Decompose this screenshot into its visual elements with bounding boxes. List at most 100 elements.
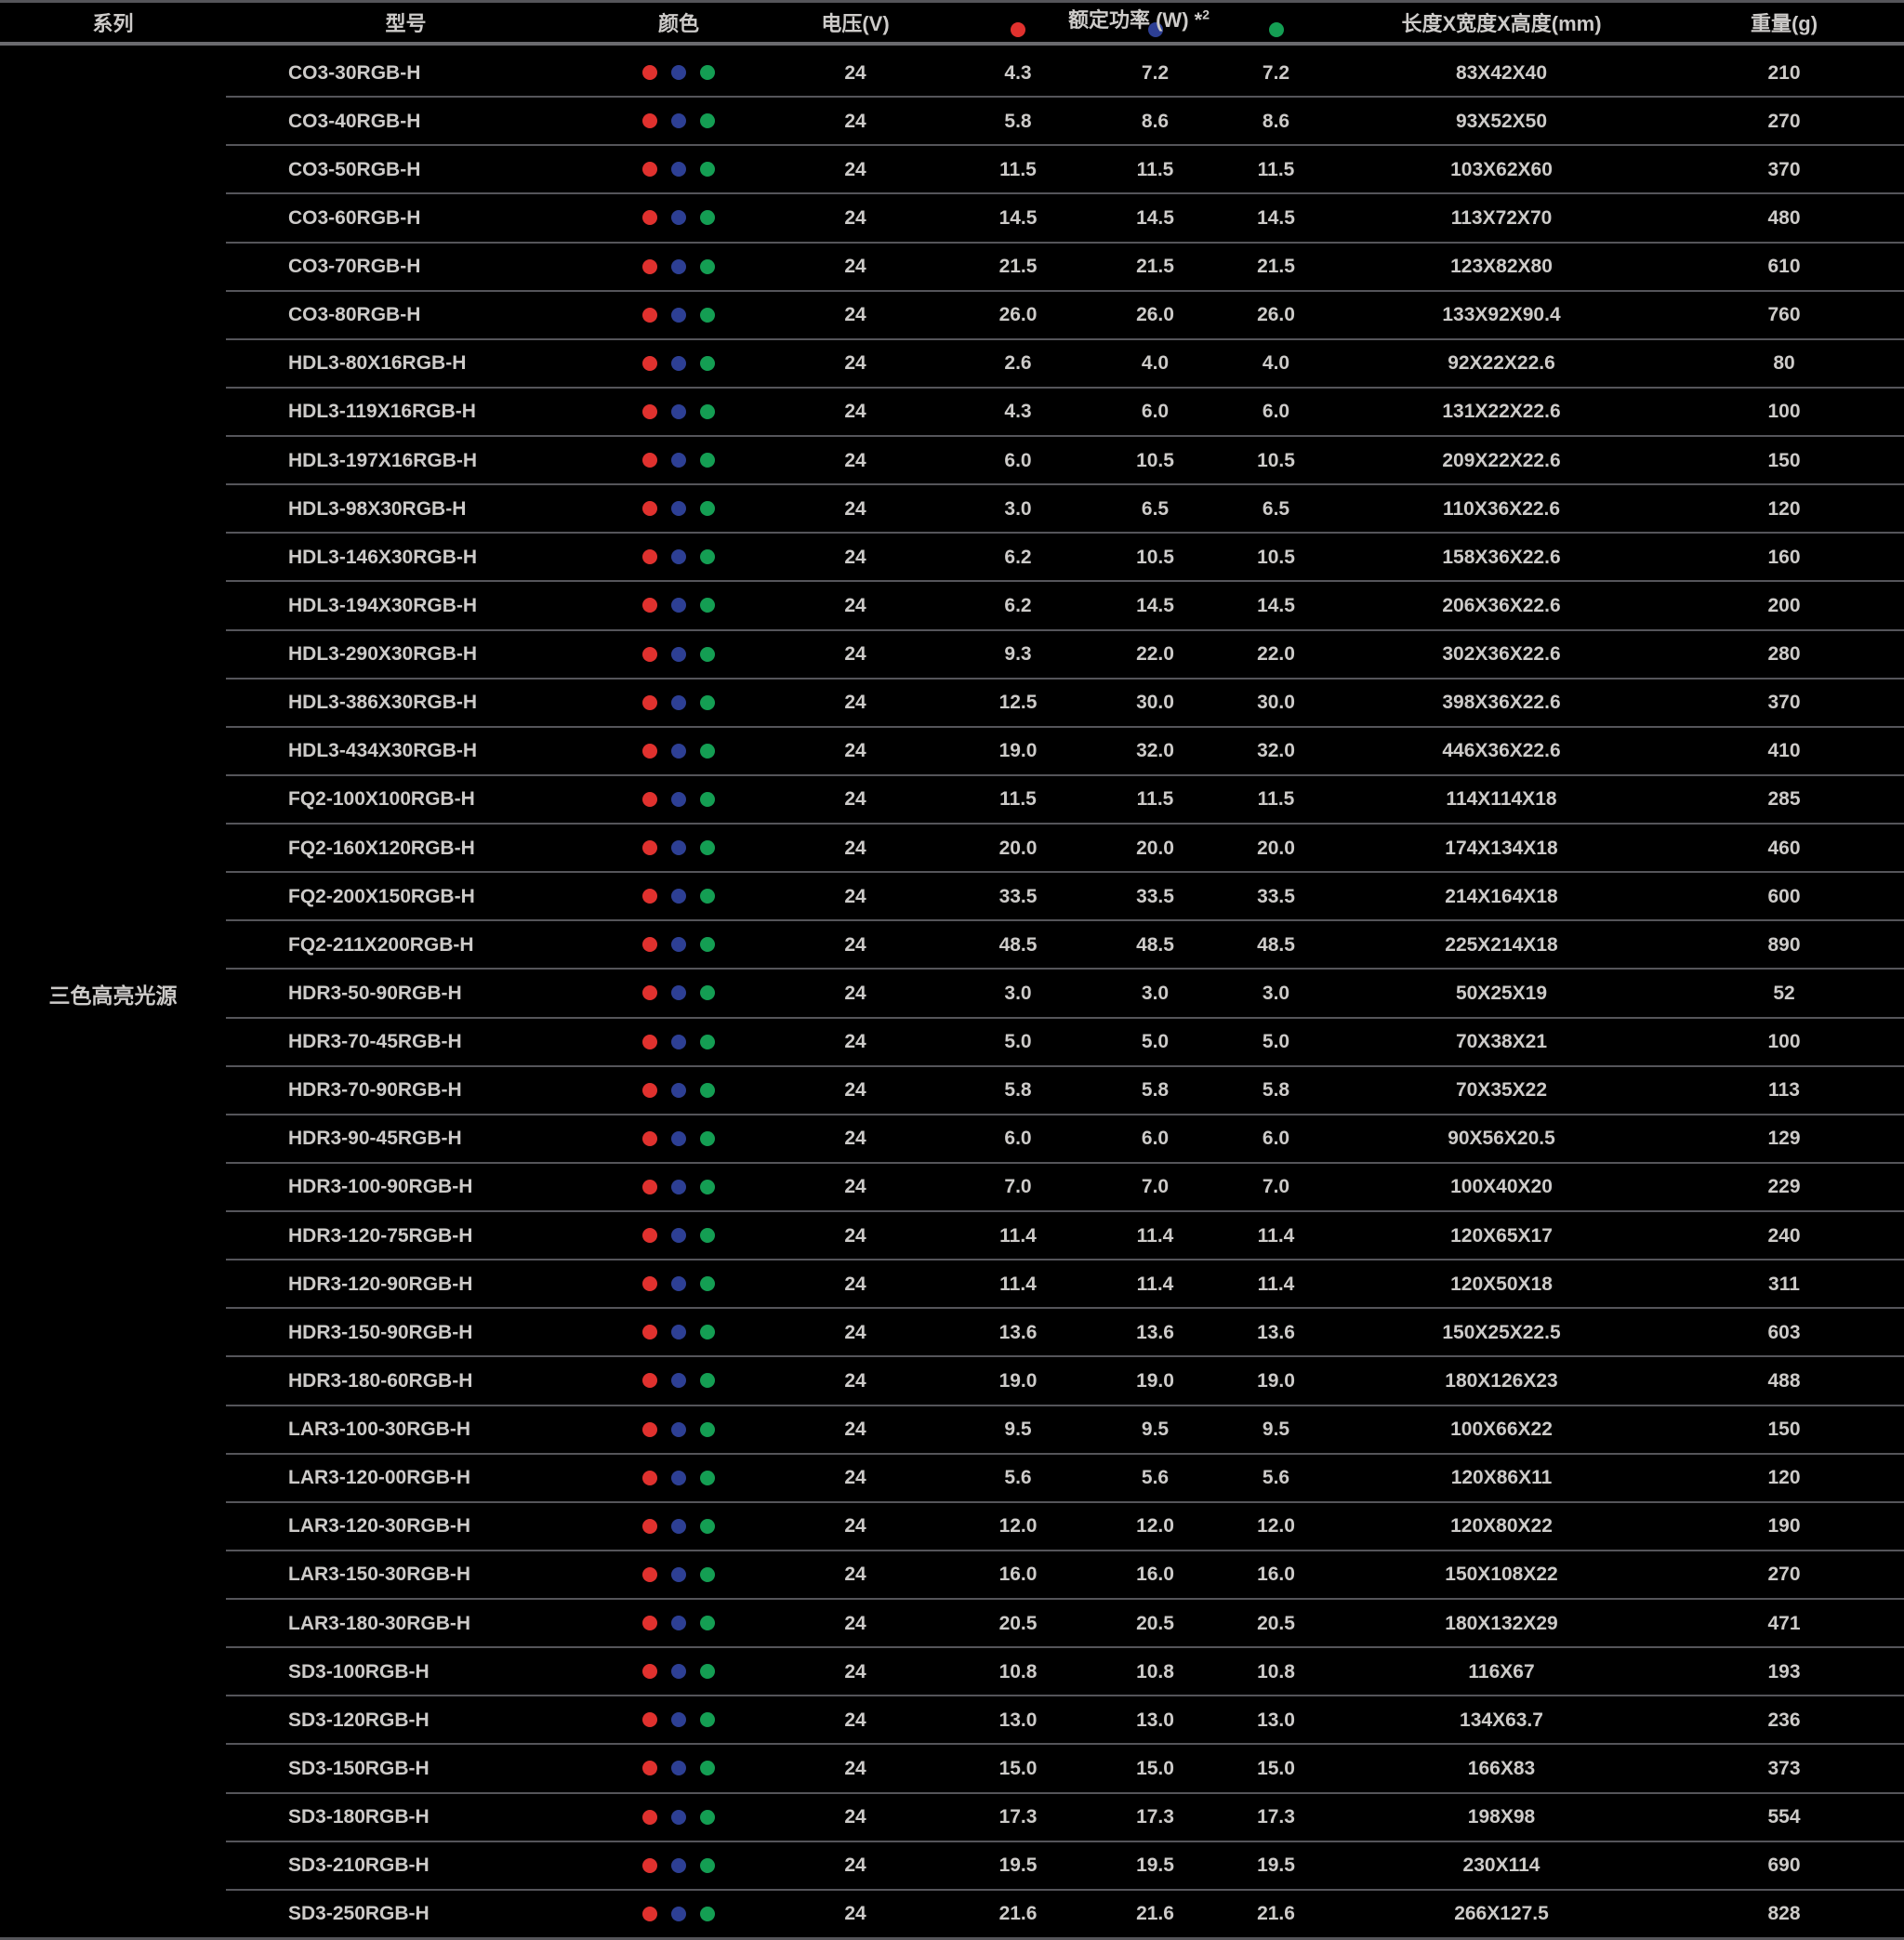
- color-dots: [586, 1809, 772, 1825]
- voltage-cell: 24: [844, 1079, 866, 1102]
- blue-dot-icon: [671, 1712, 686, 1728]
- table-row: HDL3-386X30RGB-H 24 12.5 30.0 30.0 398X36X22.…: [226, 677, 1904, 726]
- power-footnote-star: *: [1194, 8, 1203, 32]
- weight-cell: 229: [1767, 1176, 1801, 1198]
- dimensions-cell: 180X132X29: [1445, 1612, 1558, 1634]
- series-label: 三色高亮光源: [48, 983, 178, 1008]
- red-dot-icon: [642, 889, 657, 904]
- dimensions-cell: 131X22X22.6: [1442, 401, 1561, 423]
- power-red-cell: 6.0: [1004, 1128, 1032, 1150]
- red-dot-icon: [642, 791, 657, 807]
- green-dot-icon: [700, 113, 715, 129]
- power-red-cell: 4.3: [1004, 401, 1032, 423]
- header-power-blue: [1097, 3, 1213, 42]
- power-green-cell: 4.0: [1262, 352, 1290, 375]
- red-dot-icon: [642, 840, 657, 856]
- voltage-cell: 24: [844, 1612, 866, 1634]
- dimensions-cell: 92X22X22.6: [1448, 352, 1555, 375]
- blue-dot-icon: [671, 743, 686, 759]
- red-dot-icon: [642, 985, 657, 1001]
- color-dots: [586, 840, 772, 856]
- power-blue-cell: 6.0: [1141, 1128, 1170, 1150]
- power-blue-cell: 5.6: [1141, 1467, 1170, 1489]
- voltage-cell: 24: [844, 933, 866, 956]
- table-row: HDR3-100-90RGB-H 24 7.0 7.0 7.0 100X40X20 229: [226, 1161, 1904, 1210]
- color-dots: [586, 1373, 772, 1389]
- green-dot-icon: [700, 210, 715, 226]
- power-red-cell: 15.0: [998, 1757, 1038, 1779]
- green-dot-icon: [700, 453, 715, 469]
- power-green-cell: 19.0: [1257, 1369, 1295, 1392]
- model-cell: HDL3-197X16RGB-H: [288, 449, 478, 471]
- weight-cell: 80: [1773, 352, 1795, 375]
- power-green-cell: 9.5: [1262, 1419, 1290, 1441]
- green-dot-icon: [700, 743, 715, 759]
- table-row: SD3-210RGB-H 24 19.5 19.5 19.5 230X114 690: [226, 1840, 1904, 1889]
- blue-dot-icon: [671, 453, 686, 469]
- color-dots: [586, 598, 772, 614]
- table-row: CO3-40RGB-H 24 5.8 8.6 8.6 93X52X50 270: [226, 96, 1904, 144]
- table-row: HDR3-90-45RGB-H 24 6.0 6.0 6.0 90X56X20.5 129: [226, 1113, 1904, 1162]
- red-dot-icon: [642, 1566, 657, 1582]
- dimensions-cell: 206X36X22.6: [1442, 594, 1561, 616]
- color-dots: [586, 1179, 772, 1194]
- power-red-cell: 14.5: [998, 206, 1038, 229]
- power-red-cell: 20.5: [998, 1612, 1038, 1634]
- model-cell: HDR3-50-90RGB-H: [288, 982, 462, 1004]
- red-dot-icon: [642, 1034, 657, 1049]
- green-dot-icon: [700, 1712, 715, 1728]
- green-dot-icon: [700, 1761, 715, 1776]
- table-row: HDL3-197X16RGB-H 24 6.0 10.5 10.5 209X22X22.6…: [226, 435, 1904, 483]
- color-dots: [586, 1421, 772, 1437]
- table-row: HDL3-194X30RGB-H 24 6.2 14.5 14.5 206X36X22.6…: [226, 580, 1904, 628]
- voltage-cell: 24: [844, 1176, 866, 1198]
- green-dot-icon: [700, 937, 715, 953]
- power-blue-cell: 4.0: [1141, 352, 1170, 375]
- power-green-cell: 8.6: [1262, 110, 1290, 132]
- table-row: CO3-30RGB-H 24 4.3 7.2 7.2 83X42X40 210: [226, 49, 1904, 96]
- weight-cell: 120: [1767, 1467, 1801, 1489]
- power-red-cell: 10.8: [998, 1660, 1038, 1683]
- power-green-cell: 10.5: [1257, 546, 1295, 568]
- dimensions-cell: 103X62X60: [1450, 158, 1553, 180]
- voltage-cell: 24: [844, 1515, 866, 1537]
- header-dimensions: 长度X宽度X高度(mm): [1401, 12, 1602, 35]
- power-green-cell: 7.0: [1262, 1176, 1290, 1198]
- power-blue-cell: 14.5: [1136, 594, 1174, 616]
- blue-dot-icon: [671, 1906, 686, 1921]
- header-power-green: [1213, 3, 1339, 42]
- blue-dot-icon: [671, 985, 686, 1001]
- green-dot-icon: [700, 889, 715, 904]
- blue-dot-icon: [671, 355, 686, 371]
- table-row: HDR3-70-90RGB-H 24 5.8 5.8 5.8 70X35X22 113: [226, 1064, 1904, 1114]
- weight-cell: 480: [1767, 206, 1801, 229]
- power-red-cell: 3.0: [1004, 497, 1032, 520]
- power-red-cell: 12.5: [998, 692, 1038, 714]
- power-green-cell: 48.5: [1257, 933, 1295, 956]
- red-dot-icon: [642, 113, 657, 129]
- power-blue-cell: 14.5: [1136, 206, 1174, 229]
- model-cell: HDR3-120-90RGB-H: [288, 1273, 473, 1295]
- power-blue-cell: 21.6: [1136, 1903, 1174, 1925]
- weight-cell: 690: [1767, 1854, 1801, 1877]
- weight-cell: 280: [1767, 643, 1801, 666]
- green-dot-icon: [700, 1179, 715, 1194]
- dimensions-cell: 100X66X22: [1450, 1419, 1553, 1441]
- green-dot-icon: [700, 1228, 715, 1244]
- voltage-cell: 24: [844, 1757, 866, 1779]
- power-blue-cell: 19.0: [1136, 1369, 1174, 1392]
- dimensions-cell: 120X86X11: [1450, 1467, 1553, 1489]
- voltage-cell: 24: [844, 401, 866, 423]
- weight-cell: 311: [1768, 1273, 1800, 1295]
- power-green-cell: 22.0: [1257, 643, 1295, 666]
- color-dots: [586, 1082, 772, 1098]
- red-dot-icon: [642, 1130, 657, 1146]
- color-dots: [586, 1130, 772, 1146]
- power-blue-cell: 11.5: [1136, 788, 1174, 811]
- power-blue-cell: 13.0: [1136, 1709, 1174, 1731]
- red-dot-icon: [642, 1518, 657, 1534]
- table-row: HDL3-434X30RGB-H 24 19.0 32.0 32.0 446X36X22.…: [226, 725, 1904, 774]
- power-red-cell: 11.4: [999, 1224, 1037, 1247]
- blue-dot-icon: [671, 791, 686, 807]
